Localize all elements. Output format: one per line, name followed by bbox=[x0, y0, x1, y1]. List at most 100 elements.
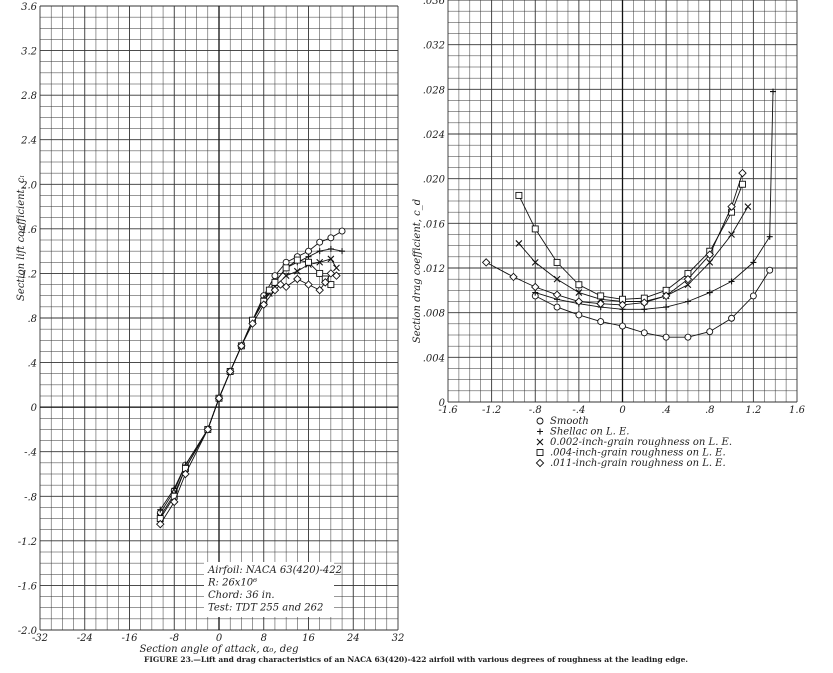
y-tick-label: .008 bbox=[423, 309, 445, 320]
series-line bbox=[518, 206, 749, 302]
data-point bbox=[552, 290, 562, 300]
data-point bbox=[744, 203, 752, 210]
data-point bbox=[662, 333, 670, 341]
series-line bbox=[485, 172, 743, 306]
data-point bbox=[766, 266, 774, 274]
legend-label: Shellac on L. E. bbox=[550, 427, 629, 438]
data-point bbox=[596, 299, 605, 308]
series-line bbox=[535, 269, 771, 338]
data-point bbox=[738, 168, 747, 178]
y-axis-label: Section drag coefficient, c_d bbox=[412, 199, 423, 343]
data-point bbox=[683, 274, 693, 284]
annotation-line: R: 26x10⁶ bbox=[207, 578, 257, 589]
legend-marker bbox=[536, 417, 544, 425]
data-point bbox=[574, 297, 584, 306]
data-point bbox=[327, 245, 334, 252]
legend-label: .011-inch-grain roughness on L. E. bbox=[550, 458, 726, 469]
data-point bbox=[766, 233, 773, 240]
lift-chart: -32 -24 -16 -8 0 8 16 24 32 -2.0 -1.6 -1.2 -.8 -.4 0 .4… bbox=[16, 2, 404, 655]
data-point bbox=[316, 269, 324, 277]
x-tick-label: 1.2 bbox=[745, 405, 761, 416]
y-tick-label: .032 bbox=[423, 41, 445, 52]
data-point bbox=[316, 238, 324, 246]
data-point bbox=[727, 202, 736, 211]
x-tick-label: -16 bbox=[121, 633, 138, 644]
data-point bbox=[293, 267, 301, 275]
legend-marker bbox=[536, 438, 544, 446]
data-point bbox=[271, 278, 279, 286]
data-point bbox=[749, 292, 757, 300]
data-point bbox=[739, 180, 746, 188]
x-tick-label: -24 bbox=[77, 633, 93, 644]
data-point bbox=[282, 272, 290, 280]
data-point bbox=[327, 255, 335, 263]
data-point bbox=[333, 264, 340, 272]
data-point bbox=[304, 280, 313, 289]
data-point bbox=[270, 285, 280, 295]
y-tick-label: 2.0 bbox=[20, 180, 38, 191]
data-point bbox=[575, 281, 583, 289]
legend-box bbox=[531, 416, 731, 472]
data-point bbox=[305, 247, 312, 255]
legend-label: 0.002-inch-grain roughness on L. E. bbox=[550, 437, 732, 448]
y-tick-label: .024 bbox=[423, 130, 445, 141]
data-point bbox=[728, 314, 736, 322]
data-point bbox=[282, 258, 290, 266]
x-tick-label: 16 bbox=[302, 633, 315, 644]
data-point bbox=[705, 250, 714, 259]
x-tick-label: -1.2 bbox=[482, 405, 501, 416]
data-point bbox=[327, 281, 335, 289]
data-point bbox=[237, 341, 246, 351]
data-point bbox=[203, 425, 213, 434]
data-point bbox=[326, 269, 336, 278]
data-point bbox=[214, 393, 224, 403]
x-tick-label: 8 bbox=[261, 633, 267, 644]
x-tick-label: .8 bbox=[705, 405, 715, 416]
legend-label: Smooth bbox=[550, 416, 589, 427]
data-point bbox=[531, 225, 539, 233]
y-tick-label: .028 bbox=[423, 85, 445, 96]
legend-marker bbox=[536, 449, 544, 456]
data-point bbox=[728, 231, 735, 238]
y-tick-label: .036 bbox=[423, 0, 446, 7]
x-tick-label: -8 bbox=[169, 633, 179, 644]
data-point bbox=[619, 322, 626, 330]
y-tick-label: 2.4 bbox=[20, 136, 37, 147]
y-tick-label: .020 bbox=[423, 175, 446, 186]
y-tick-label: -.4 bbox=[24, 448, 37, 459]
data-point bbox=[156, 519, 165, 529]
y-tick-label: 1.2 bbox=[21, 269, 37, 280]
data-point bbox=[575, 289, 583, 296]
data-point bbox=[225, 367, 235, 376]
data-point bbox=[332, 271, 341, 280]
data-point bbox=[170, 497, 179, 507]
x-tick-label: -.8 bbox=[529, 405, 542, 416]
data-point bbox=[481, 258, 491, 267]
data-point bbox=[553, 303, 561, 311]
series-line bbox=[518, 184, 743, 300]
series-line bbox=[159, 258, 337, 517]
data-point bbox=[553, 275, 561, 283]
data-point bbox=[509, 272, 518, 282]
data-point bbox=[316, 258, 324, 266]
data-point bbox=[706, 289, 713, 296]
data-point bbox=[315, 285, 324, 295]
data-point bbox=[248, 319, 257, 328]
data-point bbox=[575, 311, 583, 319]
legend-marker bbox=[535, 458, 545, 468]
data-point bbox=[640, 298, 649, 307]
x-tick-label: .4 bbox=[661, 405, 671, 416]
data-point bbox=[684, 333, 692, 341]
data-point bbox=[728, 278, 735, 285]
data-point bbox=[641, 306, 648, 313]
data-point bbox=[531, 282, 540, 292]
y-tick-label: .8 bbox=[27, 314, 37, 325]
y-tick-label: 3.6 bbox=[21, 2, 38, 13]
data-point bbox=[770, 88, 777, 95]
data-point bbox=[515, 240, 523, 247]
annotation-box bbox=[204, 562, 334, 617]
data-point bbox=[157, 506, 164, 513]
data-point bbox=[281, 282, 291, 292]
data-point bbox=[553, 258, 561, 266]
